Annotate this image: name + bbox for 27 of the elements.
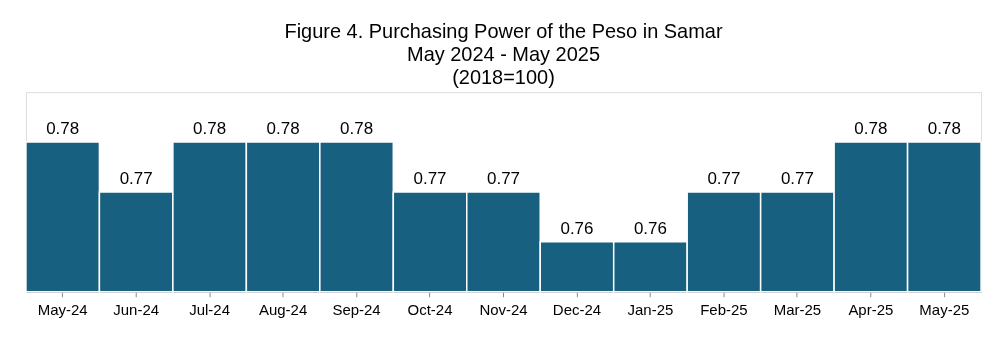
data-label: 0.77 [487,168,520,188]
data-label: 0.77 [413,168,447,188]
x-tick-label: Nov-24 [479,301,528,319]
data-label: 0.78 [46,119,80,139]
x-tick-label: May-24 [37,301,88,319]
data-label: 0.78 [340,119,374,139]
data-label: 0.78 [193,119,227,139]
data-label: 0.76 [560,218,594,238]
data-label: 0.78 [927,119,961,139]
x-tick-label: Oct-24 [407,301,453,319]
data-label: 0.77 [780,168,814,188]
data-label: 0.78 [266,119,300,139]
x-tick-label: Sep-24 [332,301,381,319]
x-tick-label: Jul-24 [189,301,231,319]
data-label: 0.78 [854,119,888,139]
x-tick-label: Feb-25 [700,301,748,319]
x-tick-label: Dec-24 [552,301,602,319]
chart-title: Figure 4. Purchasing Power of the Peso in Samar May 2024 - May 2025 (2018=100) [284,20,723,89]
x-tick-label: Jan-25 [627,301,674,319]
x-tick-label: Aug-24 [258,301,308,319]
data-label: 0.77 [119,168,153,188]
data-label: 0.77 [707,168,741,188]
x-tick-label: Jun-24 [113,301,160,319]
data-label: 0.76 [633,218,667,238]
x-tick-label: Apr-25 [848,301,894,319]
x-tick-label: Mar-25 [773,301,822,319]
x-tick-label: May-25 [919,301,970,319]
